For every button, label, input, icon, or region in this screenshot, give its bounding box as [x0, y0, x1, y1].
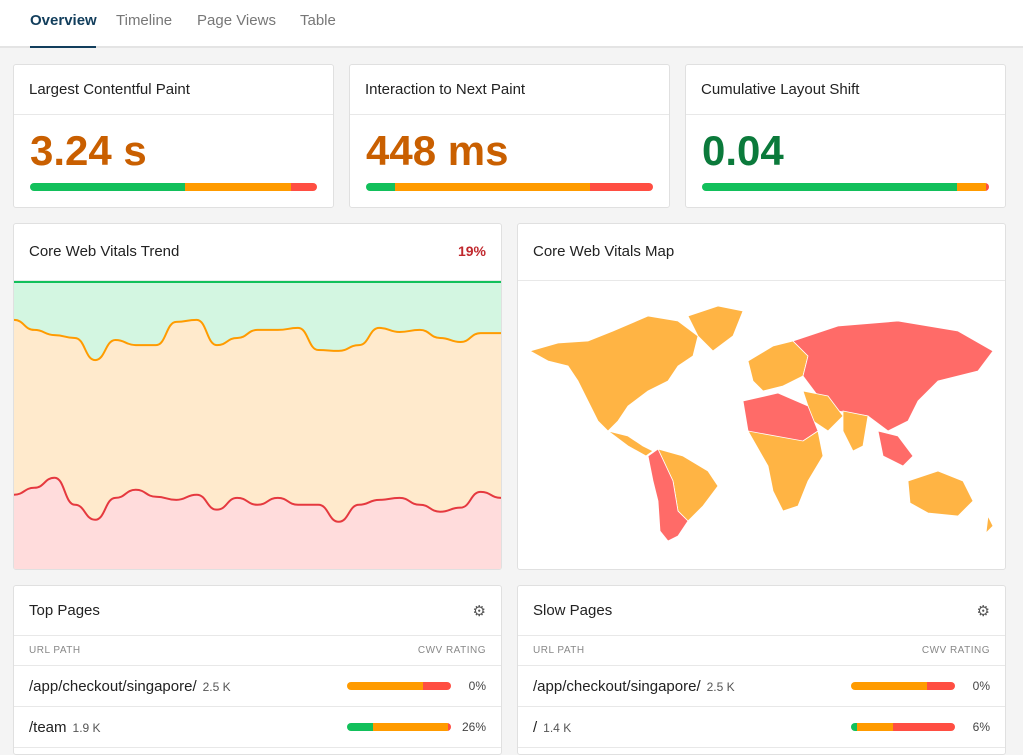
map-region-south-america-west — [647, 448, 689, 542]
area-good — [14, 281, 501, 361]
bar-segment-poor — [589, 183, 653, 191]
bar-segment-poor — [447, 723, 451, 731]
bar-segment-needs_improvement — [851, 682, 927, 690]
bar-segment-good — [851, 723, 858, 731]
metric-value: 0.04 — [702, 127, 784, 174]
bar-segment-needs_improvement — [184, 183, 292, 191]
rating-bar — [347, 723, 451, 731]
bar-segment-good — [30, 183, 185, 191]
bar-segment-poor — [926, 682, 955, 690]
distribution-bar — [702, 183, 989, 191]
rating-pct: 0% — [972, 679, 990, 693]
tab-overview[interactable]: Overview — [30, 12, 97, 29]
map-region-europe — [747, 340, 809, 392]
bar-segment-needs_improvement — [394, 183, 590, 191]
world-map[interactable] — [518, 281, 1005, 569]
trend-card: Core Web Vitals Trend 19% — [13, 223, 502, 570]
needs-improvement-line — [14, 318, 501, 362]
slow-pages-title: Slow Pages — [533, 602, 613, 619]
top-pages-title: Top Pages — [29, 602, 100, 619]
bar-segment-poor — [986, 183, 989, 191]
tab-page-views[interactable]: Page Views — [197, 12, 276, 29]
bar-segment-good — [347, 723, 373, 731]
bar-segment-good — [366, 183, 395, 191]
map-region-africa-south — [747, 430, 824, 512]
metric-title: Largest Contentful Paint — [14, 65, 333, 115]
tab-table[interactable]: Table — [300, 12, 336, 29]
map-title: Core Web Vitals Map — [518, 224, 1005, 281]
map-region-north-america — [528, 315, 699, 432]
map-region-new-zealand — [985, 514, 994, 535]
metric-card-inp: Interaction to Next Paint 448 ms — [349, 64, 670, 208]
bar-segment-needs_improvement — [347, 682, 423, 690]
table-row[interactable]: / 1.4 K 6% — [518, 707, 1005, 748]
top-pages-card: Top Pages ⚙ URL PATH CWV RATING /app/check… — [13, 585, 502, 755]
page-count: 1.4 K — [543, 721, 572, 735]
rating-pct: 0% — [468, 679, 486, 693]
rating-pct: 26% — [461, 720, 486, 734]
url-path[interactable]: /app/checkout/singapore/ — [29, 678, 197, 695]
page-count: 1.9 K — [72, 721, 101, 735]
tab-timeline[interactable]: Timeline — [116, 12, 173, 29]
rating-bar — [851, 723, 955, 731]
bar-segment-poor — [291, 183, 317, 191]
rating-pct: 6% — [972, 720, 990, 734]
poor-line — [14, 476, 501, 523]
map-region-russia-asia — [792, 320, 994, 432]
trend-chart[interactable] — [14, 281, 501, 569]
bar-segment-needs_improvement — [373, 723, 448, 731]
map-region-india — [842, 410, 869, 452]
gear-icon[interactable]: ⚙ — [472, 603, 486, 620]
map-region-greenland — [687, 305, 744, 352]
page-count: 2.5 K — [202, 680, 231, 694]
gear-icon[interactable]: ⚙ — [976, 603, 990, 620]
trend-badge: 19% — [457, 243, 486, 259]
map-region-australia — [907, 470, 974, 517]
url-path[interactable]: /app/checkout/singapore/ — [533, 678, 701, 695]
metric-value: 448 ms — [366, 127, 509, 174]
col-cwv-rating: CWV RATING — [921, 645, 990, 656]
url-path[interactable]: / — [533, 719, 538, 736]
metric-card-cls: Cumulative Layout Shift 0.04 — [685, 64, 1006, 208]
col-cwv-rating: CWV RATING — [417, 645, 486, 656]
col-url-path: URL PATH — [29, 645, 81, 656]
map-region-central-america — [607, 430, 654, 457]
bar-segment-good — [702, 183, 958, 191]
rating-bar — [347, 682, 451, 690]
active-tab-indicator — [30, 46, 96, 48]
map-card: Core Web Vitals Map — [517, 223, 1006, 570]
metric-value: 3.24 s — [30, 127, 147, 174]
bar-segment-poor — [422, 682, 451, 690]
map-region-southeast-asia — [877, 430, 914, 467]
metric-title: Interaction to Next Paint — [350, 65, 669, 115]
bar-segment-needs_improvement — [957, 183, 987, 191]
trend-title: Core Web Vitals Trend — [29, 243, 180, 260]
table-row[interactable]: /app/checkout/singapore/2.5 K 0% — [14, 666, 501, 707]
distribution-bar — [30, 183, 317, 191]
url-path[interactable]: /team — [29, 719, 67, 736]
distribution-bar — [366, 183, 653, 191]
bar-segment-needs_improvement — [857, 723, 893, 731]
rating-bar — [851, 682, 955, 690]
bar-segment-poor — [892, 723, 955, 731]
tab-bar: Overview Timeline Page Views Table — [0, 0, 1023, 48]
metric-title: Cumulative Layout Shift — [686, 65, 1005, 115]
metric-card-lcp: Largest Contentful Paint 3.24 s — [13, 64, 334, 208]
slow-pages-card: Slow Pages ⚙ URL PATH CWV RATING /app/chec… — [517, 585, 1006, 755]
page-count: 2.5 K — [706, 680, 735, 694]
col-url-path: URL PATH — [533, 645, 585, 656]
table-row[interactable]: /app/checkout/singapore/2.5 K 0% — [518, 666, 1005, 707]
table-row[interactable]: /team 1.9 K 26% — [14, 707, 501, 748]
